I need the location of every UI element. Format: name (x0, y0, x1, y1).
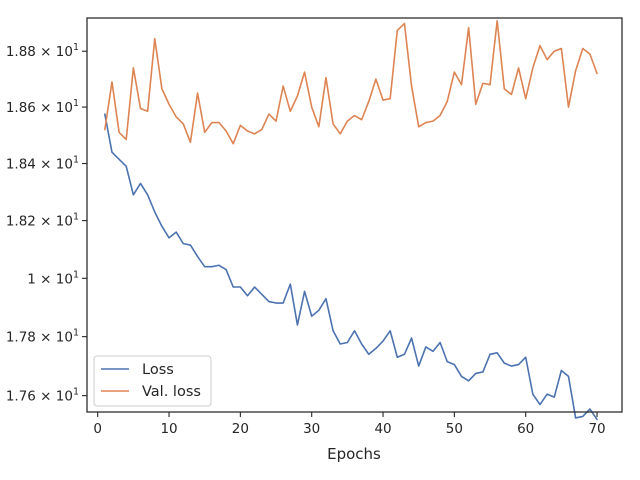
x-axis-label: Epochs (327, 445, 381, 463)
legend-label-2: Val. loss (142, 384, 201, 400)
x-tick-label: 60 (517, 421, 534, 437)
y-tick-label: 1 × 101 (27, 269, 79, 287)
y-tick-label: 1.76 × 101 (6, 387, 79, 405)
legend-label-1: Loss (142, 362, 174, 378)
x-tick-label: 10 (160, 421, 177, 437)
y-tick-label: 1.86 × 101 (6, 98, 79, 116)
plot-area (87, 18, 622, 412)
x-tick-label: 50 (446, 421, 463, 437)
x-tick-label: 70 (588, 421, 605, 437)
x-tick-label: 40 (374, 421, 391, 437)
x-axis: 0 10 20 30 40 50 60 70 (93, 412, 606, 437)
y-tick-label: 1.82 × 101 (6, 212, 79, 230)
x-tick-label: 0 (93, 421, 102, 437)
series-line-1 (104, 113, 598, 421)
x-tick-label: 20 (232, 421, 249, 437)
y-tick-label: 1.88 × 101 (6, 42, 79, 60)
y-tick-label: 1.78 × 101 (6, 328, 79, 346)
x-tick-label: 30 (303, 421, 320, 437)
y-tick-label: 1.84 × 101 (6, 155, 79, 173)
series-line-2 (104, 19, 598, 145)
plot-frame (86, 17, 623, 413)
y-axis: 1.76 × 101 1.78 × 101 1 × 101 1.82 × 101 1.8… (6, 42, 87, 405)
legend: Loss Val. loss (93, 355, 212, 407)
series-layer (104, 19, 598, 421)
